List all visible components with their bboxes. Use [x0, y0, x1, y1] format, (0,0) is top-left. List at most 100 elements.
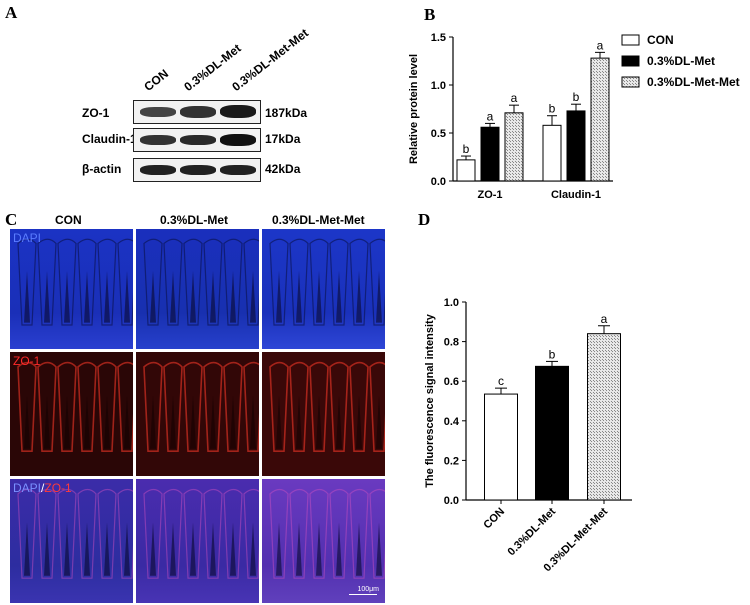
if-villus-outline: [183, 238, 203, 326]
if-crypt-shadow: [150, 395, 156, 449]
kda-label-zo1: 187kDa: [265, 106, 308, 120]
if-crypt-shadow: [64, 271, 70, 323]
if-crypt-shadow: [150, 271, 156, 323]
if-label-merge-zo1: ZO-1: [44, 481, 72, 495]
if-villus-outline: [289, 488, 309, 579]
if-villus-outline: [223, 361, 243, 452]
chart-d-xtick-label: CON: [481, 506, 507, 532]
if-tissue-texture: [17, 361, 133, 452]
chart-b-bar: [480, 126, 500, 182]
if-crypt-shadow: [356, 522, 362, 576]
chart-d-ylabel: The fluorescence signal intensity: [424, 313, 436, 487]
if-crypt-shadow: [230, 271, 236, 323]
lane-label-dlmetmet: 0.3%DL-Met-Met: [229, 25, 312, 94]
if-crypt-shadow: [24, 395, 30, 449]
if-crypt-shadow: [276, 395, 282, 449]
if-crypt-shadow: [150, 522, 156, 576]
if-label-zo1: ZO-1: [13, 354, 41, 368]
chart-b-ytick-label: 0.0: [431, 176, 446, 188]
blot-strip-bactin: [133, 158, 261, 182]
if-crypt-shadow: [24, 271, 30, 323]
if-crypt-shadow: [84, 395, 90, 449]
panel-label-d: D: [418, 210, 431, 229]
if-villus-outline: [163, 488, 183, 579]
if-image-zo1-dlmet: [136, 352, 259, 476]
if-villus-outline: [117, 238, 133, 326]
if-crypt-shadow: [24, 522, 30, 576]
chart-d-significance-letter: b: [549, 347, 556, 361]
if-crypt-shadow: [356, 395, 362, 449]
panel-label-c: C: [5, 210, 18, 229]
if-crypt-shadow: [250, 271, 256, 323]
chart-b-legend-swatch: [621, 34, 640, 46]
if-crypt-shadow: [170, 395, 176, 449]
if-crypt-shadow: [296, 395, 302, 449]
chart-b-ylabel: Relative protein level: [408, 54, 420, 164]
if-villus-outline: [183, 488, 203, 579]
if-villus-outline: [143, 238, 163, 326]
chart-b-ytick-label: 1.0: [431, 80, 446, 92]
if-image-merge-con: DAPI/ZO-1: [10, 479, 133, 603]
if-image-dapi-dlmetmet: [262, 229, 385, 349]
if-crypt-shadow: [230, 395, 236, 449]
if-image-zo1-dlmetmet: [262, 352, 385, 476]
if-image-dapi-con: DAPI: [10, 229, 133, 349]
chart-d-ytick-label: 0.8: [444, 337, 459, 349]
if-tissue-texture: [17, 238, 133, 326]
if-image-zo1-con: ZO-1: [10, 352, 133, 476]
chart-d-ytick-label: 0.2: [444, 455, 459, 467]
band-claudin1-dlmet: [180, 135, 216, 145]
if-villus-outline: [369, 361, 385, 452]
chart-b-bar: [504, 112, 524, 182]
if-label-dapi: DAPI: [13, 231, 42, 245]
if-crypt-shadow: [296, 271, 302, 323]
chart-b-bar: [566, 110, 586, 182]
if-tissue-texture: [143, 361, 259, 452]
chart-b-xtick-label: Claudin-1: [551, 189, 601, 201]
if-villus-outline: [163, 238, 183, 326]
if-villus-outline: [163, 361, 183, 452]
scale-bar: [349, 594, 377, 595]
chart-b-bar: [456, 159, 476, 182]
if-villus-outline: [289, 238, 309, 326]
if-crypt-shadow: [44, 395, 50, 449]
band-bactin-con: [140, 165, 176, 175]
kda-label-bactin: 42kDa: [265, 162, 301, 176]
if-crypt-shadow: [276, 522, 282, 576]
band-claudin1-dlmetmet: [220, 134, 256, 146]
if-crypt-shadow: [124, 522, 130, 576]
chart-b-ytick-label: 1.5: [431, 32, 446, 44]
if-crypt-shadow: [44, 271, 50, 323]
if-crypt-shadow: [376, 522, 382, 576]
if-villus-outline: [203, 361, 223, 452]
if-crypt-shadow: [316, 522, 322, 576]
if-villus-outline: [17, 361, 37, 452]
scale-bar-label: 100μm: [357, 586, 379, 593]
chart-d-bar: [535, 365, 569, 501]
chart-b-xtick-label: ZO-1: [477, 189, 502, 201]
if-villus-outline: [309, 361, 329, 452]
if-col-title-con: CON: [55, 213, 82, 227]
if-villus-outline: [37, 361, 57, 452]
if-villus-outline: [349, 488, 369, 579]
if-crypt-shadow: [190, 395, 196, 449]
if-villus-outline: [57, 488, 77, 579]
if-villus-outline: [223, 488, 243, 579]
if-villus-outline: [269, 488, 289, 579]
if-image-merge-dlmetmet: 100μm: [262, 479, 385, 603]
if-crypt-shadow: [250, 522, 256, 576]
if-villus-outline: [77, 488, 97, 579]
if-crypt-shadow: [124, 271, 130, 323]
chart-d-ytick-label: 0.0: [444, 495, 459, 507]
blot-strip-zo1: [133, 100, 261, 124]
if-villus-outline: [37, 238, 57, 326]
if-villus-outline: [37, 488, 57, 579]
chart-b-significance-letter: a: [597, 38, 604, 52]
if-col-title-dlmetmet: 0.3%DL-Met-Met: [272, 213, 365, 227]
if-villus-outline: [243, 488, 259, 579]
blot-row-label-bactin: β-actin: [82, 162, 122, 176]
blot-row-label-zo1: ZO-1: [82, 106, 110, 120]
chart-b-significance-letter: a: [511, 91, 518, 105]
if-tissue-texture: [17, 488, 133, 579]
if-villus-outline: [57, 361, 77, 452]
